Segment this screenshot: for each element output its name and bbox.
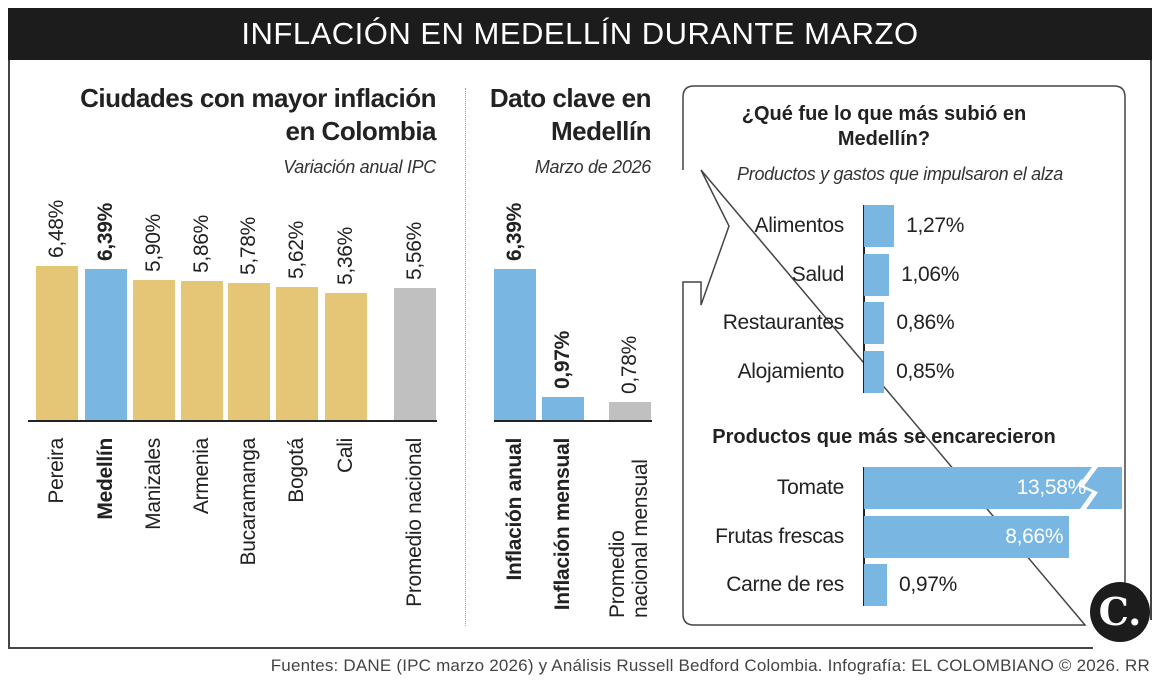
bar-5 [276,286,318,420]
x-axis-line [28,420,437,422]
value-label: 0,78% [618,335,641,394]
category-label: Promedio nacional [403,438,426,607]
category-label-line: Promedio [606,530,629,618]
category-label: Medellín [94,438,117,520]
value-label: 1,27% [906,214,965,237]
value-label: 6,48% [45,200,68,259]
category-label: Salud [791,263,845,286]
category-label: Manizales [142,438,165,530]
bar-0 [494,268,536,420]
category-label: Inflación anual [503,438,526,581]
value-label: 6,39% [503,202,526,261]
products-title: Productos que más se encarecieron [712,426,1056,448]
bar-3 [864,351,885,393]
bar-1 [864,254,890,296]
category-label: Restaurantes [722,311,845,334]
frame-bottom [8,647,1093,649]
value-label: 5,86% [190,215,213,274]
value-label: 0,86% [896,311,955,334]
el-colombiano-logo: C. [1090,582,1150,642]
value-label: 8,66% [1005,525,1064,548]
frame-right [1150,60,1152,620]
value-label: 5,36% [334,226,357,285]
category-label: Inflación mensual [551,438,574,611]
chart2-subtitle: Marzo de 2026 [534,157,651,177]
bar-1 [542,397,584,420]
x-axis-line [494,420,652,422]
footer-source: Fuentes: DANE (IPC marzo 2026) y Análisi… [270,656,1150,675]
category-label: Cali [334,438,357,473]
bar-1 [85,268,127,420]
value-label: 13,58% [1016,476,1087,499]
panel-title: ¿Qué fue lo que más subió en Medellín? [741,103,1027,150]
bar-3 [181,281,223,420]
value-label: 0,97% [551,330,574,389]
bar-2 [864,564,887,606]
y-axis-line [863,205,865,393]
value-label: 5,78% [237,216,260,275]
value-label: 5,90% [142,214,165,273]
bar-0 [864,205,895,247]
category-label: Tomate [776,476,844,499]
divider [465,88,466,626]
bar-2 [133,280,175,420]
value-label: 0,97% [898,573,958,596]
axis-break-mark [1078,467,1098,509]
value-label: 6,39% [94,202,117,261]
category-label: Bucaramanga [237,438,260,566]
bar-2 [864,302,885,344]
category-label: Carne de res [726,573,844,596]
category-label: Bogotá [285,438,308,503]
bar-0 [864,467,1122,509]
value-label: 1,06% [901,263,960,286]
panel-subtitle: Productos y gastos que impulsaron el alz… [737,164,1063,184]
value-label: 5,56% [403,222,426,281]
frame-left [8,60,10,649]
chart1-title: Ciudades con mayor inflación en Colombia [80,83,436,146]
value-label: 0,85% [896,360,955,383]
bar-7 [394,288,436,420]
bar-0 [36,266,78,420]
category-label: Frutas frescas [715,525,844,548]
category-label: Alimentos [754,214,844,237]
chart1-subtitle: Variación anual IPC [283,157,436,177]
bar-6 [325,292,367,420]
category-label: Alojamiento [737,360,845,383]
bar-2 [609,401,651,420]
chart2-title: Dato clave en Medellín [489,83,652,146]
bar-1 [864,516,1070,558]
category-label: Pereira [45,438,68,504]
value-label: 5,62% [285,220,308,279]
title-bar: INFLACIÓN EN MEDELLÍN DURANTE MARZO [8,8,1152,60]
bar-4 [228,283,270,420]
category-label: Armenia [190,438,213,515]
